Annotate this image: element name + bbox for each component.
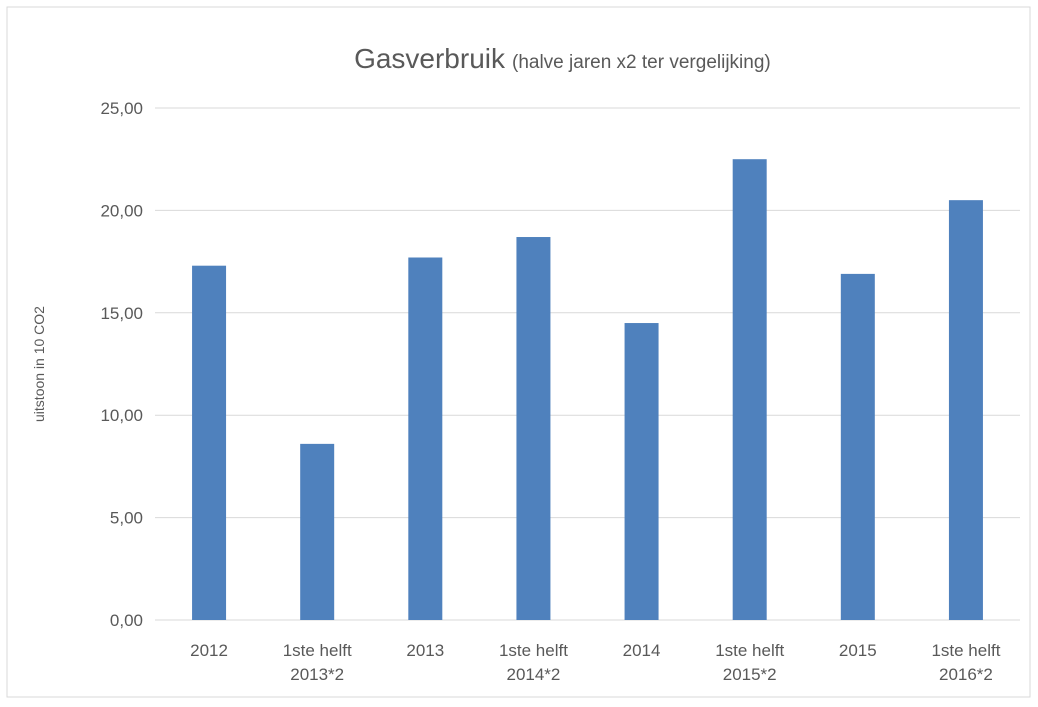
bar <box>732 159 767 620</box>
y-tick-label: 20,00 <box>100 201 143 220</box>
y-tick-label: 0,00 <box>110 611 143 630</box>
bar <box>948 200 983 620</box>
bar <box>624 323 659 620</box>
x-tick-label: 2012 <box>190 641 228 660</box>
chart-subtitle: (halve jaren x2 ter vergelijking) <box>512 52 771 73</box>
bar <box>516 237 551 621</box>
x-tick-label: 2013 <box>406 641 444 660</box>
y-axis-label: uitstoon in 10 CO2 <box>31 306 47 422</box>
x-tick-label: 1ste helft 2014*2 <box>499 641 568 684</box>
y-tick-label: 5,00 <box>110 509 143 528</box>
x-tick-label: 1ste helft 2016*2 <box>931 641 1000 684</box>
y-tick-label: 10,00 <box>100 406 143 425</box>
y-tick-label: 15,00 <box>100 304 143 323</box>
y-tick-label: 25,00 <box>100 99 143 118</box>
x-tick-label: 1ste helft 2013*2 <box>283 641 352 684</box>
x-tick-label: 2014 <box>623 641 661 660</box>
bar <box>840 273 875 620</box>
x-tick-label: 1ste helft 2015*2 <box>715 641 784 684</box>
bar <box>408 257 443 620</box>
bar <box>192 265 227 620</box>
x-tick-label: 2015 <box>839 641 877 660</box>
chart-title: Gasverbruik <box>354 43 506 74</box>
bar <box>300 443 335 620</box>
